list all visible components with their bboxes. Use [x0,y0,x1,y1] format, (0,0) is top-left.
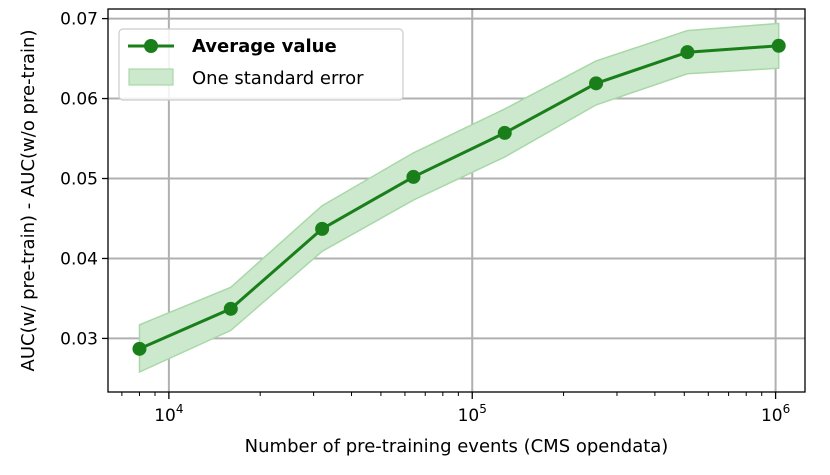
data-point-7 [771,38,786,53]
data-point-3 [406,169,421,184]
average-value-line [138,44,779,351]
data-point-6 [680,45,695,60]
data-point-5 [589,76,604,91]
average-value-markers [132,38,786,356]
x-tick-label-2: 106 [761,402,790,426]
data-point-2 [315,221,330,236]
x-tick-label-1: 105 [458,402,487,426]
y-tick-label-1: 0.04 [60,249,98,269]
data-point-4 [497,125,512,140]
y-axis-label: AUC(w/ pre-train) - AUC(w/o pre-train) [18,30,39,372]
standard-error-band [138,22,780,374]
tick-labels: 0.03 0.04 0.05 0.06 0.07 104 105 106 [60,10,790,426]
axes-frame [107,8,806,393]
data-point-1 [223,301,238,316]
legend: Average value One standard error [118,28,404,101]
axis-ticks [102,17,777,399]
data-point-0 [132,341,147,356]
x-tick-label-0: 104 [154,402,183,426]
y-tick-label-3: 0.06 [60,90,98,110]
y-tick-label-0: 0.03 [60,329,98,349]
legend-label-average: Average value [192,36,337,57]
legend-box [118,28,404,101]
legend-label-band: One standard error [192,68,364,89]
x-axis-label: Number of pre-training events (CMS opend… [245,436,669,457]
y-tick-label-4: 0.07 [60,10,98,30]
legend-marker-swatch [144,39,158,53]
legend-band-swatch [128,68,174,86]
y-tick-label-2: 0.05 [60,170,98,190]
